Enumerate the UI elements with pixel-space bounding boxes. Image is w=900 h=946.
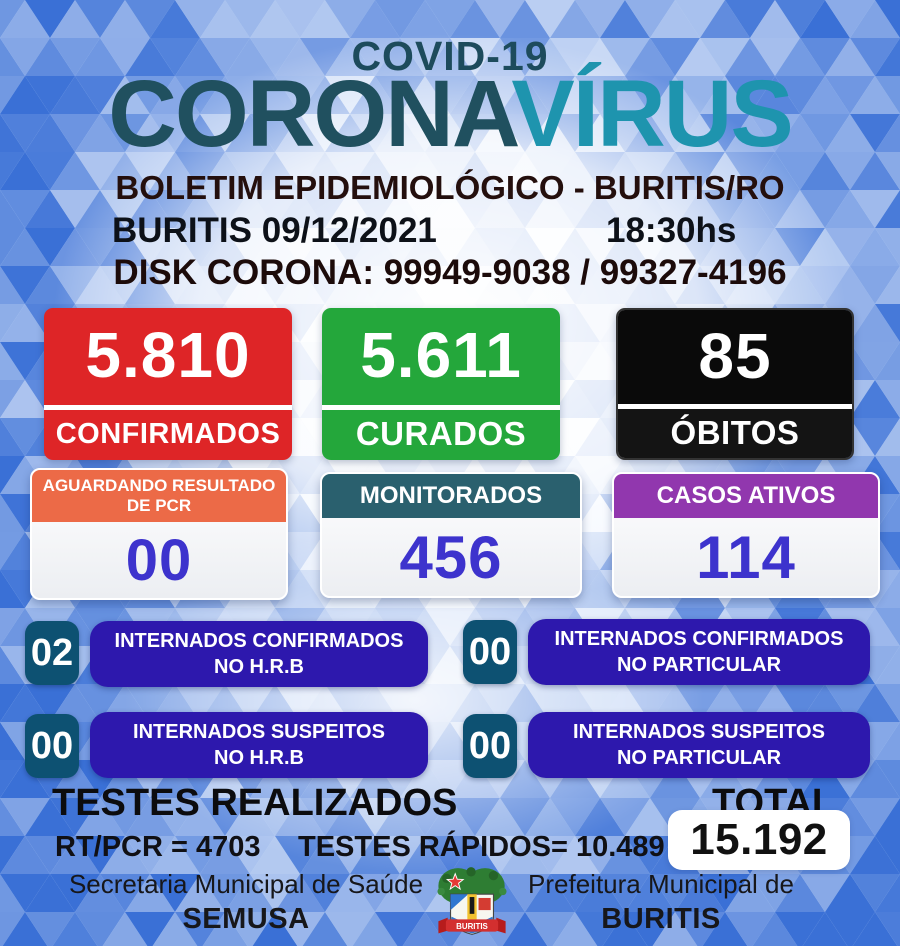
pill-line2: NO H.R.B	[214, 747, 304, 769]
city-hall-label: Prefeitura Municipal de	[528, 869, 794, 899]
secretariat-name: Secretaria Municipal de Saúde	[68, 869, 424, 899]
deaths-value: 85	[618, 310, 852, 404]
card-divider	[44, 405, 292, 410]
total-tests-box: 15.192	[668, 810, 850, 870]
pill-line2: NO PARTICULAR	[616, 747, 782, 769]
footer-city-hall: Prefeitura Municipal de BURITIS	[515, 869, 807, 936]
rapid-tests-count: TESTES RÁPIDOS= 10.489	[298, 831, 665, 863]
secretariat-acronym: SEMUSA	[182, 903, 310, 935]
stat-card-cured: 5.611 CURADOS	[322, 308, 560, 460]
hospitalized-pill-private-confirmed: INTERNADOS CONFIRMADOS NO PARTICULAR	[528, 619, 870, 685]
card-awaiting-pcr: AGUARDANDO RESULTADO DE PCR 00	[30, 468, 288, 600]
pill-line2: NO H.R.B	[214, 656, 304, 678]
card-active-cases: CASOS ATIVOS 114	[612, 472, 880, 598]
rt-pcr-count: RT/PCR = 4703	[55, 831, 261, 863]
active-cases-value: 114	[696, 524, 796, 591]
hospitalized-pill-private-suspected: INTERNADOS SUSPEITOS NO PARTICULAR	[528, 712, 870, 778]
bulletin-time: 18:30hs	[606, 211, 737, 250]
active-cases-header: CASOS ATIVOS	[614, 474, 878, 518]
awaiting-pcr-value: 00	[125, 528, 193, 593]
pill-line1: INTERNADOS SUSPEITOS	[573, 721, 825, 743]
bulletin-subtitle: BOLETIM EPIDEMIOLÓGICO - BURITIS/RO	[115, 169, 785, 206]
hospitalized-count-hrb-suspected: 00	[25, 714, 79, 778]
cured-label: CURADOS	[322, 410, 560, 460]
hospitalized-count-private-suspected: 00	[463, 714, 517, 778]
pill-line1: INTERNADOS SUSPEITOS	[133, 721, 385, 743]
footer-health-secretariat: Secretaria Municipal de Saúde SEMUSA	[52, 869, 440, 936]
confirmed-value: 5.810	[44, 308, 292, 405]
total-tests-value: 15.192	[690, 815, 828, 864]
place-date: BURITIS 09/12/2021	[112, 211, 437, 250]
tests-heading: TESTES REALIZADOS	[52, 782, 458, 824]
card-divider	[618, 404, 852, 409]
date-time-row: BURITIS 09/12/2021 18:30hs	[0, 211, 900, 253]
coronavirus-title: CORONAVÍRUS	[0, 66, 900, 163]
covid-supertitle: COVID-19	[351, 33, 549, 79]
hospitalized-count-private-confirmed: 00	[463, 620, 517, 684]
card-monitored: MONITORADOS 456	[320, 472, 582, 598]
buritis-coat-of-arms-logo: BURITIS	[437, 867, 507, 935]
logo-city-name: BURITIS	[456, 922, 488, 931]
hospitalized-pill-hrb-suspected: INTERNADOS SUSPEITOS NO H.R.B	[90, 712, 428, 778]
coronavirus-title-part1: CORONA	[108, 61, 513, 167]
hospitalized-count-hrb-confirmed: 02	[25, 621, 79, 685]
pill-line2: NO PARTICULAR	[616, 654, 782, 676]
pill-line1: INTERNADOS CONFIRMADOS	[554, 628, 844, 650]
confirmed-label: CONFIRMADOS	[44, 410, 292, 460]
pill-line1: INTERNADOS CONFIRMADOS	[114, 630, 404, 652]
card-divider	[322, 405, 560, 410]
monitored-value: 456	[399, 524, 503, 591]
monitored-header: MONITORADOS	[322, 474, 580, 518]
cured-value: 5.611	[322, 308, 560, 405]
awaiting-pcr-header: AGUARDANDO RESULTADO DE PCR	[32, 470, 286, 522]
city-name: BURITIS	[601, 903, 721, 935]
hotline-numbers: DISK CORONA: 99949-9038 / 99327-4196	[113, 253, 787, 292]
coronavirus-title-part2: VÍRUS	[511, 61, 793, 167]
stat-card-deaths: 85 ÓBITOS	[616, 308, 854, 460]
deaths-label: ÓBITOS	[618, 409, 852, 458]
stat-card-confirmed: 5.810 CONFIRMADOS	[44, 308, 292, 460]
hospitalized-pill-hrb-confirmed: INTERNADOS CONFIRMADOS NO H.R.B	[90, 621, 428, 687]
